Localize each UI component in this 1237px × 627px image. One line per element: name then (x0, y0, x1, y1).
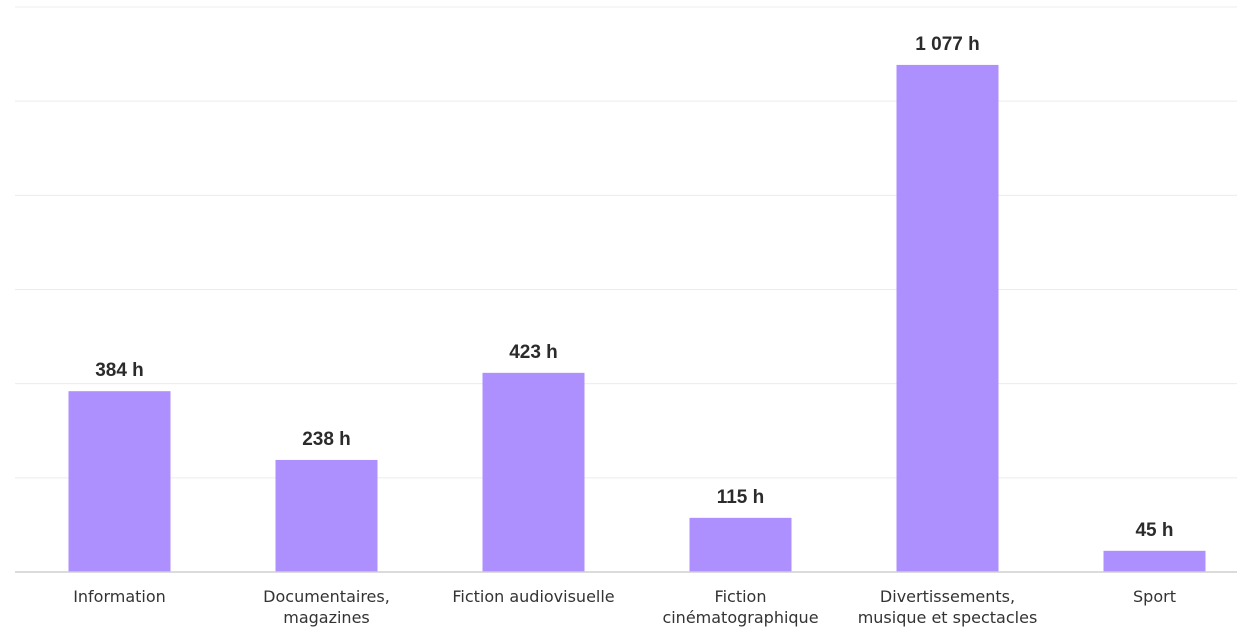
category-label: Information (73, 587, 166, 606)
bar (68, 391, 171, 572)
category-label-line: magazines (283, 608, 370, 627)
bar-value-label: 238 h (302, 429, 351, 450)
value-labels: 384 h 238 h 423 h 115 h 1 077 h 45 h (95, 34, 1173, 541)
category-label-line: Fiction audiovisuelle (452, 587, 614, 606)
category-label-line: cinématographique (662, 608, 818, 627)
category-label-line: Documentaires, (263, 587, 390, 606)
category-label: Fiction cinématographique (662, 587, 818, 627)
category-label: Divertissements, musique et spectacles (858, 587, 1038, 627)
bar (689, 517, 792, 572)
gridlines (15, 6, 1237, 479)
category-labels: Information Documentaires, magazines Fictio… (73, 587, 1176, 627)
category-label: Fiction audiovisuelle (452, 587, 614, 606)
bar (896, 64, 999, 572)
category-label: Sport (1133, 587, 1176, 606)
category-label: Documentaires, magazines (263, 587, 390, 627)
bar (482, 372, 585, 572)
category-label-line: Information (73, 587, 166, 606)
category-label-line: musique et spectacles (858, 608, 1038, 627)
bar (1103, 550, 1206, 572)
category-label-line: Fiction (715, 587, 767, 606)
bar-value-label: 384 h (95, 360, 144, 381)
bar-value-label: 45 h (1135, 520, 1173, 541)
bars (68, 64, 1206, 572)
category-label-line: Sport (1133, 587, 1176, 606)
bar-value-label: 115 h (717, 487, 765, 508)
bar (275, 459, 378, 572)
bar-value-label: 1 077 h (915, 34, 979, 55)
category-label-line: Divertissements, (880, 587, 1015, 606)
bar-value-label: 423 h (509, 342, 558, 363)
